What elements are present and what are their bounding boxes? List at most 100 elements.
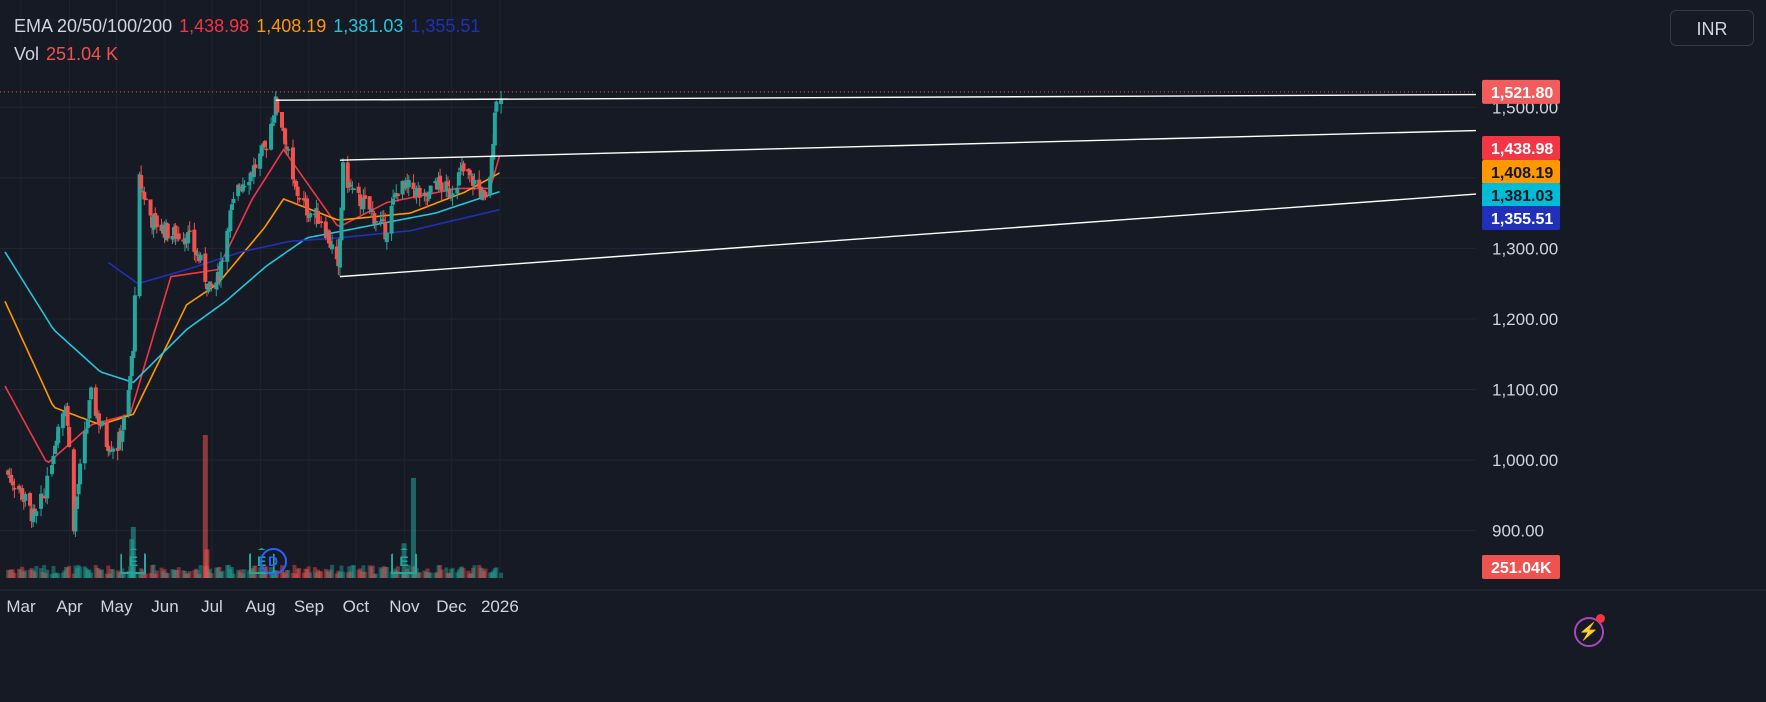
candle <box>423 191 428 206</box>
ema20-value: 1,438.98 <box>179 16 250 36</box>
ema100-badge: 1,381.03 <box>1491 188 1553 205</box>
volume-bar <box>305 568 310 578</box>
candle <box>425 197 430 208</box>
candle-body <box>104 422 109 448</box>
candle-body <box>369 208 374 212</box>
volume-bar <box>74 567 79 578</box>
candle-body <box>31 508 36 523</box>
volume-bar <box>381 566 386 578</box>
volume-bar <box>337 571 342 578</box>
candle-body <box>96 413 101 425</box>
ema100-badge-bg <box>1482 183 1560 207</box>
ema-lines <box>4 148 501 464</box>
candle <box>351 187 356 191</box>
candle-body <box>231 198 236 203</box>
candle-body <box>186 232 191 244</box>
candle-body <box>129 355 134 376</box>
volume-bar <box>284 569 289 578</box>
volume-bar <box>161 570 166 578</box>
dividend-marker[interactable]: D <box>259 548 287 575</box>
ema-legend-row[interactable]: EMA 20/50/100/200 1,438.98 1,408.19 1,381.0… <box>14 12 487 40</box>
volume-bar <box>215 567 220 578</box>
candle <box>372 211 377 229</box>
volume-bar <box>367 565 372 578</box>
volume-spike <box>129 539 135 578</box>
lightning-bolt-icon[interactable]: ⚡ <box>1574 617 1604 647</box>
candle <box>428 185 433 197</box>
candle <box>492 108 497 149</box>
volume-bar <box>164 572 169 578</box>
candle <box>225 227 230 271</box>
volume-bar <box>361 565 366 578</box>
currency-button[interactable]: INR <box>1670 10 1754 46</box>
volume-spike <box>204 549 210 578</box>
candle <box>456 167 461 187</box>
volume-bar <box>65 567 70 578</box>
earnings-marker[interactable]: E <box>120 548 147 574</box>
trendlines[interactable] <box>275 93 1477 278</box>
candle <box>316 202 320 225</box>
candle <box>9 468 14 484</box>
candle-body <box>308 213 313 218</box>
candle-body <box>491 143 496 160</box>
volume-bar <box>491 570 496 578</box>
candle-body <box>417 187 422 198</box>
candle-body <box>297 197 302 200</box>
volume-bar <box>428 572 433 578</box>
volume-bar <box>438 564 443 578</box>
candle <box>251 157 256 185</box>
candle-body <box>67 427 72 447</box>
earnings-marker[interactable]: E <box>391 548 418 574</box>
volume-bar <box>370 565 375 578</box>
volume-legend-label: Vol <box>14 44 40 64</box>
volume-bar <box>220 570 225 578</box>
candle-body <box>93 387 98 416</box>
indicator-legend: EMA 20/50/100/200 1,438.98 1,408.19 1,381.0… <box>14 12 487 68</box>
candle-body <box>110 448 115 452</box>
candle <box>337 237 342 277</box>
candle-body <box>348 184 353 187</box>
candle-body <box>89 387 94 400</box>
volume-bar <box>239 569 244 578</box>
candle-body <box>423 192 428 197</box>
volume-bar <box>34 565 39 578</box>
candle-body <box>400 180 405 195</box>
volume-bar <box>422 570 427 578</box>
ema-legend-label: EMA 20/50/100/200 <box>14 16 173 36</box>
candle-body <box>126 390 131 415</box>
volume-bar <box>261 571 266 578</box>
candle-body <box>195 254 200 256</box>
candle-body <box>28 493 33 506</box>
candle-body <box>140 190 145 192</box>
ema200-value: 1,355.51 <box>410 16 481 36</box>
volume-bar <box>316 569 320 578</box>
candle-body <box>60 413 65 429</box>
ema50-value: 1,408.19 <box>256 16 327 36</box>
candle <box>73 504 78 537</box>
x-tick-label: Mar <box>6 597 36 616</box>
candle <box>242 180 247 190</box>
volume-bar <box>162 569 167 578</box>
volume-bar <box>209 573 214 578</box>
volume-bar <box>312 567 317 578</box>
candle <box>284 140 289 156</box>
candle <box>34 508 39 524</box>
volume-bar <box>78 566 83 578</box>
candle-body <box>372 212 377 224</box>
x-tick-label: Jul <box>201 597 223 616</box>
volume-bar <box>489 572 494 578</box>
candle-body <box>295 186 300 196</box>
candle-body <box>290 147 295 180</box>
candle <box>218 251 223 288</box>
volume-bar <box>73 565 78 578</box>
candle-body <box>334 246 339 260</box>
volume-legend-row[interactable]: Vol 251.04 K <box>14 40 487 68</box>
candle <box>56 423 61 449</box>
candle-body <box>362 195 367 199</box>
volume-bar <box>226 564 231 578</box>
candle-body <box>381 219 386 221</box>
volume-bar <box>56 573 61 578</box>
candle-body <box>84 429 89 434</box>
candle <box>74 495 79 518</box>
